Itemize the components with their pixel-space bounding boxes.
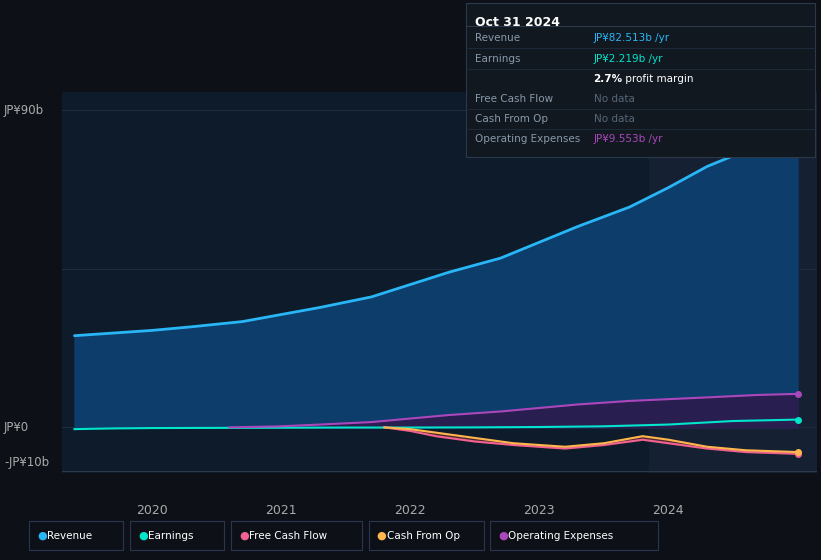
Text: Cash From Op: Cash From Op [387, 531, 460, 541]
Text: ●: ● [138, 531, 148, 541]
Text: Earnings: Earnings [475, 54, 520, 64]
Bar [649, 92, 817, 473]
Text: ●: ● [239, 531, 249, 541]
Text: 2022: 2022 [394, 504, 426, 517]
Text: JP¥82.513b /yr: JP¥82.513b /yr [594, 34, 670, 44]
Text: Revenue: Revenue [475, 34, 520, 44]
Text: 2.7%: 2.7% [594, 74, 622, 84]
Text: JP¥0: JP¥0 [4, 421, 30, 434]
Text: Free Cash Flow: Free Cash Flow [249, 531, 327, 541]
Text: Free Cash Flow: Free Cash Flow [475, 94, 553, 104]
Text: 2020: 2020 [136, 504, 167, 517]
Text: Cash From Op: Cash From Op [475, 114, 548, 124]
Text: ●: ● [498, 531, 508, 541]
Text: Operating Expenses: Operating Expenses [475, 134, 580, 144]
Text: Operating Expenses: Operating Expenses [508, 531, 613, 541]
Text: ●: ● [377, 531, 387, 541]
Text: JP¥2.219b /yr: JP¥2.219b /yr [594, 54, 663, 64]
Text: profit margin: profit margin [622, 74, 694, 84]
Text: Revenue: Revenue [47, 531, 92, 541]
Text: -JP¥10b: -JP¥10b [4, 456, 49, 469]
Text: JP¥90b: JP¥90b [4, 104, 44, 116]
Text: No data: No data [594, 94, 635, 104]
Text: No data: No data [594, 114, 635, 124]
Text: ●: ● [37, 531, 47, 541]
Text: 2021: 2021 [265, 504, 297, 517]
Text: JP¥9.553b /yr: JP¥9.553b /yr [594, 134, 663, 144]
Text: Oct 31 2024: Oct 31 2024 [475, 16, 560, 29]
Text: Earnings: Earnings [148, 531, 193, 541]
Text: 2023: 2023 [524, 504, 555, 517]
Text: 2024: 2024 [653, 504, 684, 517]
